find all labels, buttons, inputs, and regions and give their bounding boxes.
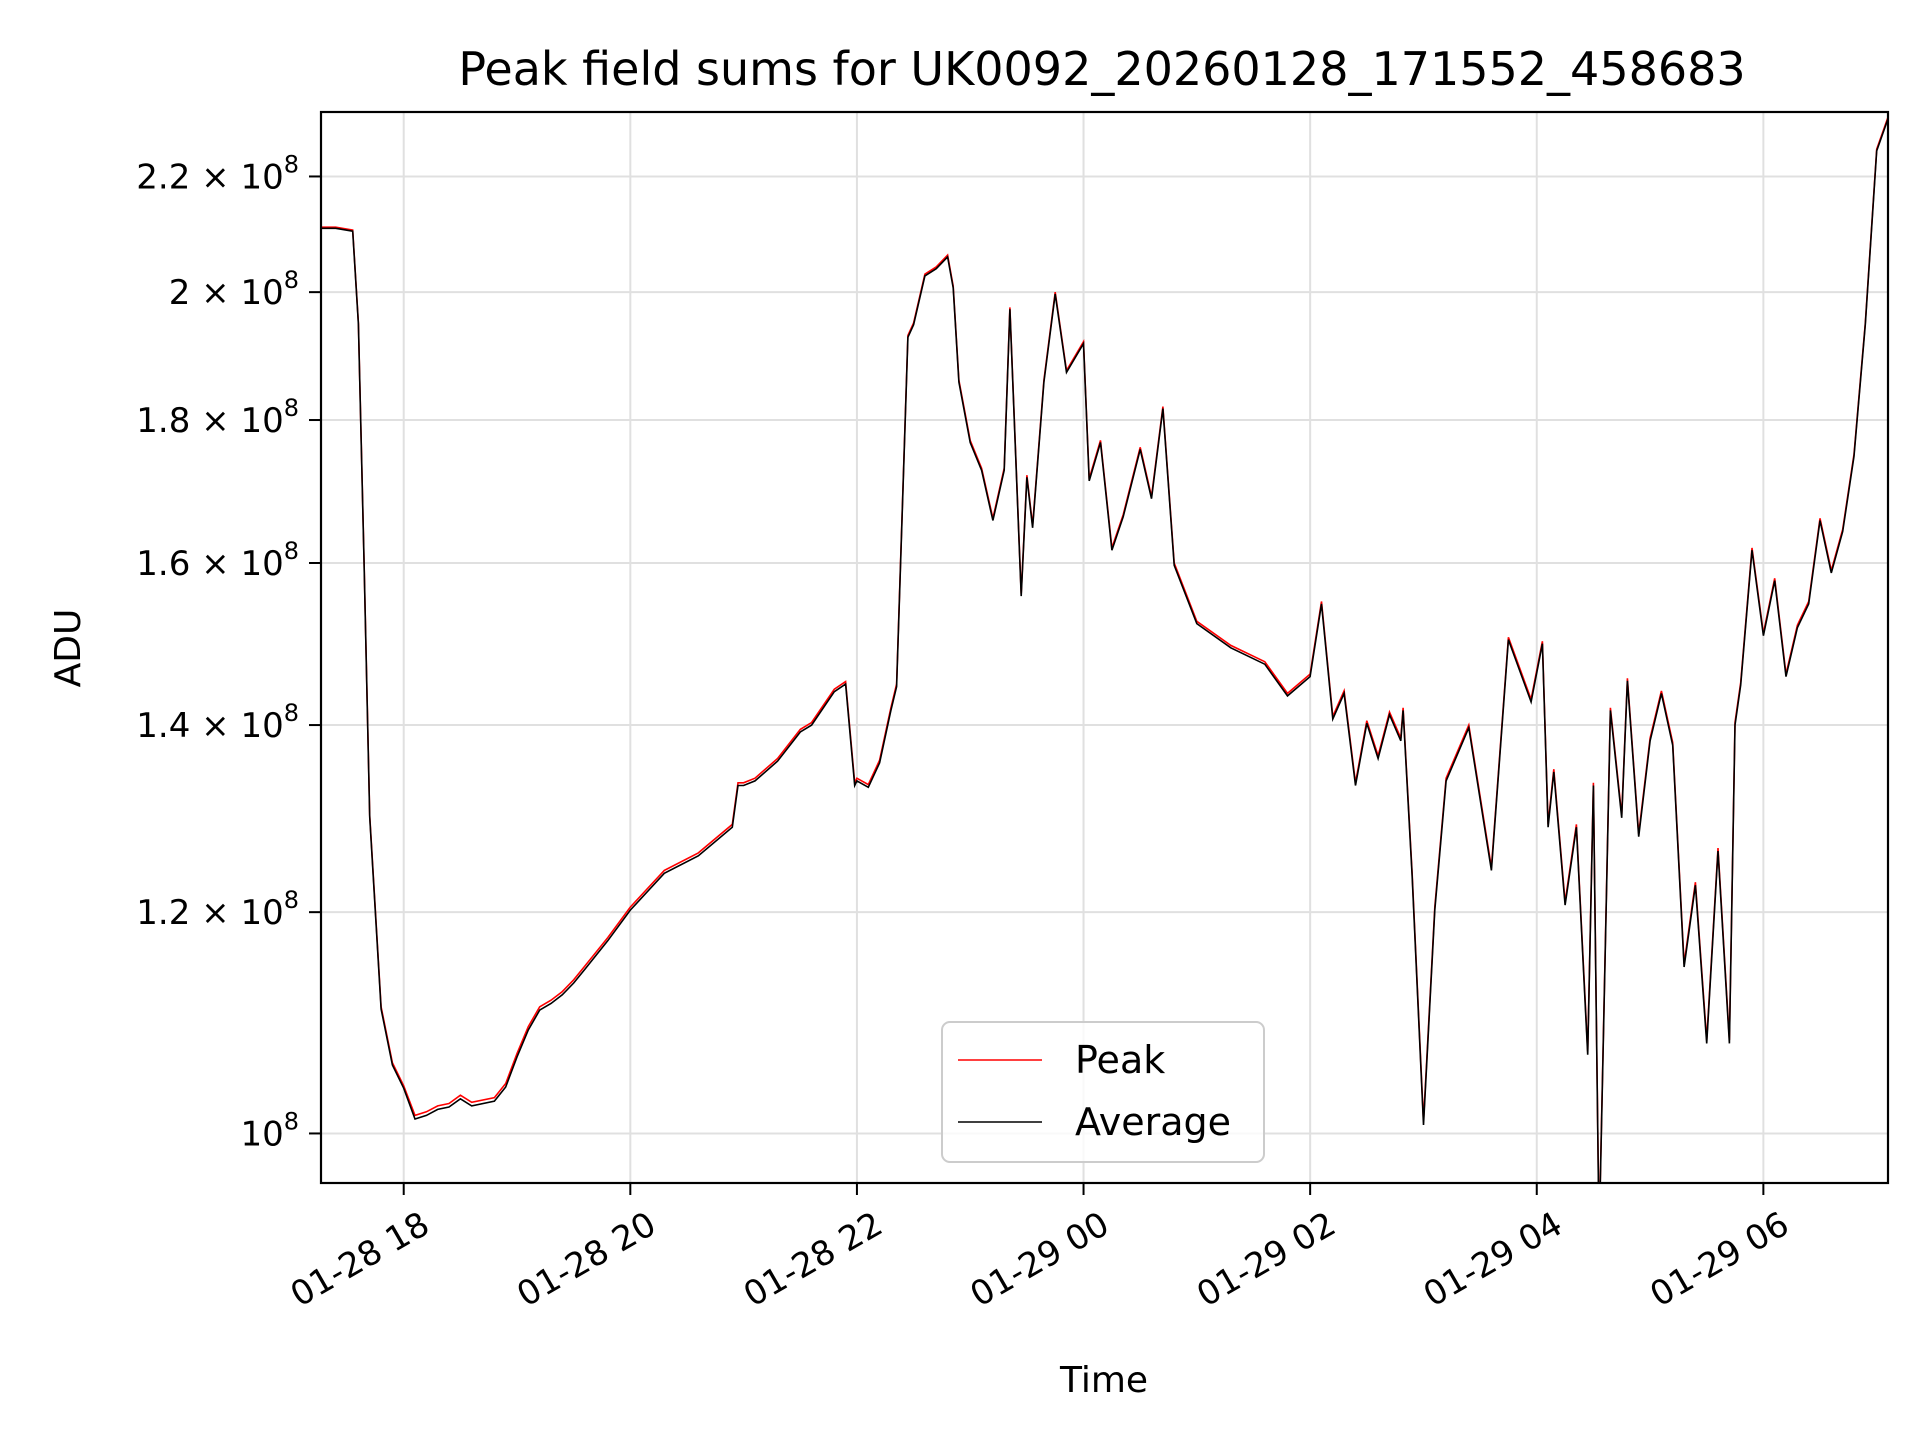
plot-frame: [319, 110, 1890, 1185]
plot-area: [321, 112, 1888, 1183]
series-line-average: [321, 118, 1888, 1183]
y-tick-label: 1.2 × 108: [136, 886, 299, 933]
y-tick-label: 1.4 × 108: [136, 699, 299, 746]
y-tick-label: 1.6 × 108: [136, 537, 299, 584]
x-axis-label: Time: [1059, 1360, 1148, 1401]
chart-title: Peak field sums for UK0092_20260128_1715…: [458, 42, 1745, 96]
legend-label-average: Average: [1075, 1100, 1231, 1144]
y-tick-label: 2.2 × 108: [136, 150, 299, 197]
y-tick-label: 2 × 108: [169, 266, 299, 313]
legend-label-peak: Peak: [1075, 1038, 1165, 1082]
legend: Peak Average: [941, 1021, 1265, 1163]
y-axis-label: ADU: [48, 609, 89, 688]
y-tick-label: 1.8 × 108: [136, 394, 299, 441]
legend-box: [941, 1021, 1265, 1163]
series-line-peak: [321, 116, 1888, 1183]
